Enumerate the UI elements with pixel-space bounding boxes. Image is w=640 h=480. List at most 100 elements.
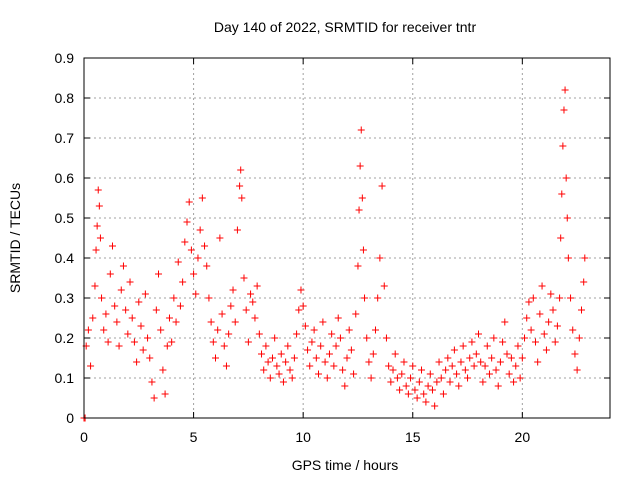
data-point [527,326,535,334]
data-point [102,310,110,318]
data-point [345,326,353,334]
y-tick-label: 0.2 [55,330,75,346]
data-point [369,350,377,358]
data-point [472,350,480,358]
data-point [540,330,548,338]
data-point [161,390,169,398]
grid-lines [84,58,610,418]
data-point [237,166,245,174]
data-point [525,298,533,306]
data-point [148,378,156,386]
data-point [448,362,456,370]
data-point [96,234,104,242]
data-point [172,318,180,326]
data-point [483,342,491,350]
data-point [117,286,125,294]
data-point [115,342,123,350]
data-point [203,262,211,270]
y-axis-label: SRMTID / TECUs [7,183,23,293]
data-point [545,318,553,326]
data-point [290,354,298,362]
data-point [343,354,351,362]
data-point [301,322,309,330]
data-point [389,366,397,374]
data-point [205,294,213,302]
data-point [420,390,428,398]
data-point [111,302,119,310]
data-point [84,326,92,334]
data-point [569,326,577,334]
data-point [516,374,524,382]
data-point [426,370,434,378]
data-point [479,378,487,386]
data-point [571,350,579,358]
data-point [139,346,147,354]
data-point [150,394,158,402]
data-point [271,334,279,342]
data-point [553,322,561,330]
data-point [104,338,112,346]
data-point [312,354,320,362]
data-point [293,330,301,338]
x-tick-label: 5 [190,429,198,445]
data-point [358,194,366,202]
data-point [514,342,522,350]
data-point [409,362,417,370]
data-point [176,302,184,310]
data-point [505,370,513,378]
data-point [89,314,97,322]
data-point [359,246,367,254]
data-point [94,186,102,194]
data-point [260,366,268,374]
data-point [332,342,340,350]
data-point [282,358,290,366]
data-point [174,258,182,266]
data-point [159,366,167,374]
data-point [475,330,482,338]
data-point [92,246,100,254]
data-point [481,362,489,370]
data-point [534,358,542,366]
data-point [380,282,388,290]
data-point [382,334,390,342]
data-point [365,358,373,366]
data-point [299,302,307,310]
data-point [431,402,439,410]
data-point [518,354,526,362]
y-tick-label: 0.5 [55,210,75,226]
data-point [415,378,423,386]
data-point [492,366,500,374]
data-point [512,362,520,370]
data-point [91,282,99,290]
data-point [547,290,555,298]
data-point [556,294,564,302]
x-tick-label: 0 [80,429,88,445]
data-point [407,374,415,382]
data-point [494,382,502,390]
data-point [363,334,371,342]
y-tick-label: 0.9 [55,50,75,66]
data-point [402,382,410,390]
data-point [152,306,160,314]
data-point [273,362,281,370]
data-point [523,314,531,322]
data-point [578,306,586,314]
data-point [295,306,303,314]
data-point [163,342,171,350]
data-point [124,330,132,338]
data-point [561,86,569,94]
data-point [330,362,338,370]
data-point [201,242,209,250]
data-point [242,306,250,314]
data-point [187,246,195,254]
data-point [564,254,572,262]
data-point [536,310,544,318]
data-point [133,358,141,366]
data-point [251,314,259,322]
data-point [393,374,401,382]
data-point [374,294,382,302]
data-point [558,190,566,198]
data-point [357,126,365,134]
data-point [214,326,222,334]
data-point [424,382,432,390]
